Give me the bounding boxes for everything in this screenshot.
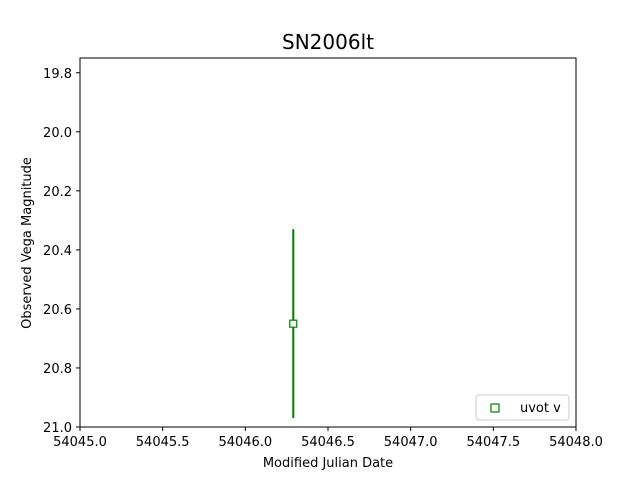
y-tick-label: 19.8 <box>43 67 72 82</box>
x-tick-label: 54047.5 <box>466 435 520 450</box>
x-tick-label: 54048.0 <box>549 435 603 450</box>
y-tick-label: 20.8 <box>43 362 72 377</box>
legend-box <box>475 394 570 421</box>
x-tick-label: 54045.0 <box>53 435 107 450</box>
plot-area <box>79 57 577 428</box>
x-tick-label: 54046.5 <box>301 435 355 450</box>
x-tick-label: 54046.0 <box>218 435 272 450</box>
plot-frame <box>79 57 577 428</box>
chart-title: SN2006lt <box>282 30 374 54</box>
legend-marker <box>490 403 500 413</box>
y-axis-title: Observed Vega Magnitude <box>20 157 35 329</box>
legend-label: uvot v <box>520 401 561 416</box>
y-tick-label: 20.6 <box>43 303 72 318</box>
y-tick-label: 20.4 <box>43 244 72 259</box>
legend: uvot v <box>475 394 570 421</box>
x-tick-label: 54045.5 <box>136 435 190 450</box>
x-axis-title: Modified Julian Date <box>263 456 393 471</box>
data-point <box>289 319 298 328</box>
y-tick-label: 21.0 <box>43 421 72 436</box>
x-tick-label: 54047.0 <box>384 435 438 450</box>
y-tick-label: 20.2 <box>43 185 72 200</box>
y-tick-label: 20.0 <box>43 126 72 141</box>
x-axis: 54045.0 54045.5 54046.0 54046.5 54047.0 54047… <box>53 427 603 450</box>
y-axis: 19.8 20.0 20.2 20.4 20.6 20.8 21.0 <box>43 67 80 436</box>
